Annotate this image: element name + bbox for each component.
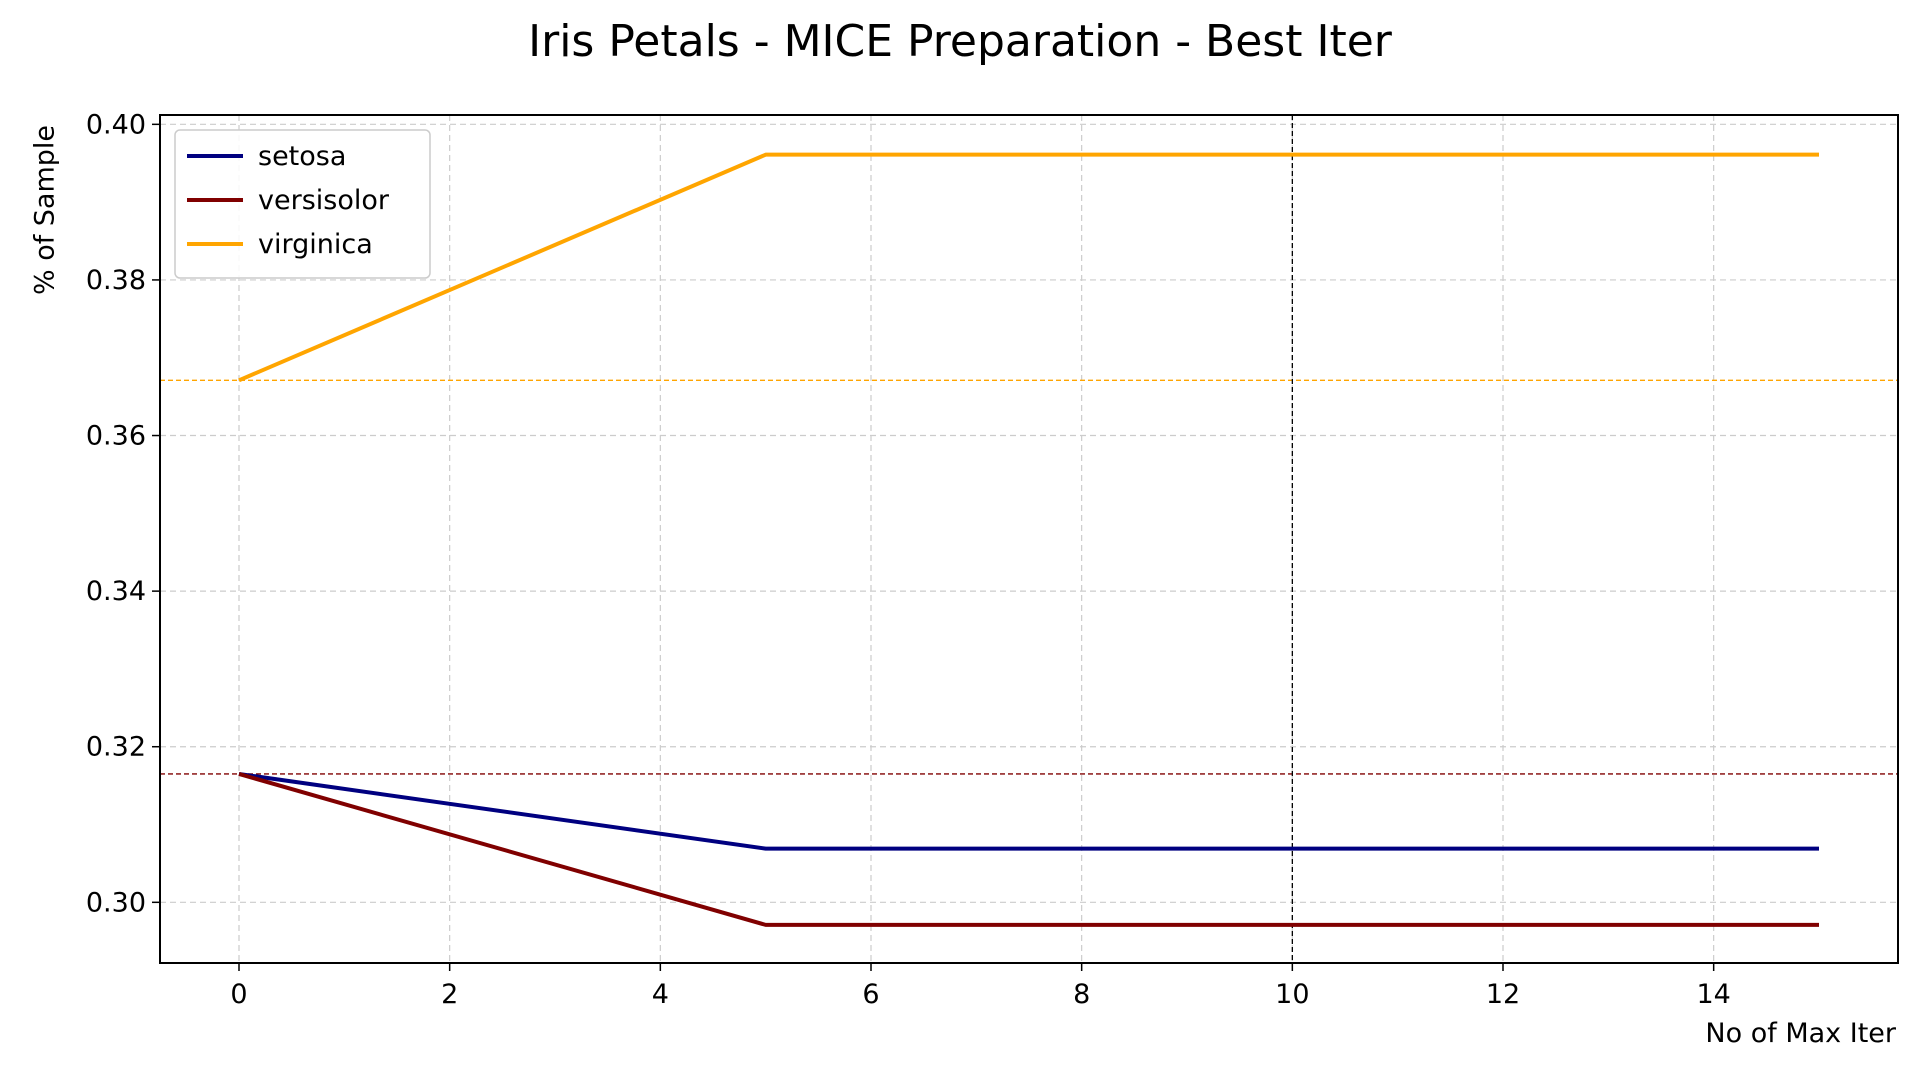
y-tick-label: 0.36 (86, 421, 146, 452)
x-tick-label: 2 (441, 979, 458, 1010)
y-tick-label: 0.38 (86, 265, 146, 296)
x-axis-ticks: 0 2 4 6 8 10 12 14 (230, 963, 1731, 1010)
series-line-setosa (238, 771, 1819, 851)
x-tick-label: 8 (1073, 979, 1090, 1010)
legend-label-setosa: setosa (258, 141, 346, 172)
x-tick-label: 10 (1275, 979, 1309, 1010)
reference-lines (160, 115, 1898, 963)
y-tick-label: 0.40 (86, 109, 146, 140)
series-line-virginica (238, 152, 1819, 383)
y-tick-label: 0.32 (86, 732, 146, 763)
x-axis-label: No of Max Iter (1705, 1018, 1896, 1049)
x-tick-label: 12 (1486, 979, 1520, 1010)
plot-frame (159, 114, 1899, 964)
y-tick-label: 0.34 (86, 576, 146, 607)
y-tick-label: 0.30 (86, 887, 146, 918)
series-lines (238, 152, 1819, 927)
x-tick-label: 0 (230, 979, 247, 1010)
x-tick-label: 14 (1696, 979, 1730, 1010)
series-line-versisolor (238, 772, 1819, 927)
x-tick-label: 4 (652, 979, 669, 1010)
legend-box (174, 129, 431, 279)
legend-label-versisolor: versisolor (258, 185, 390, 216)
y-axis-ticks: 0.30 0.32 0.34 0.36 0.38 0.40 (86, 109, 160, 918)
chart-title: Iris Petals - MICE Preparation - Best It… (528, 16, 1392, 67)
legend: setosa versisolor virginica (174, 129, 431, 279)
legend-label-virginica: virginica (258, 229, 373, 260)
x-tick-label: 6 (862, 979, 879, 1010)
